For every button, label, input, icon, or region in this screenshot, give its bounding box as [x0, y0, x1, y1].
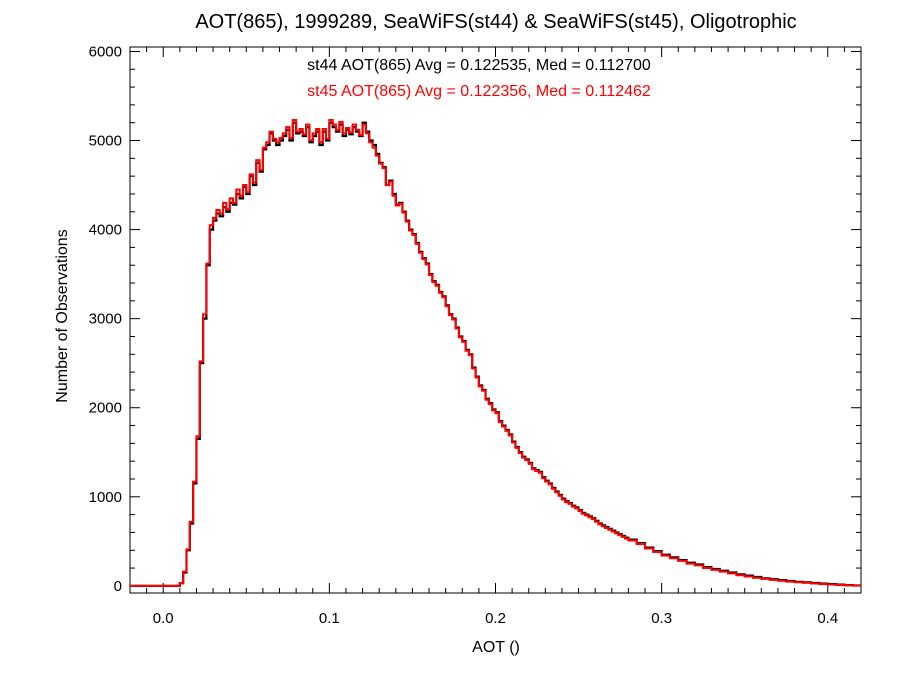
series-st45-line [130, 119, 861, 587]
y-axis-ticks: 0 1000 2000 3000 4000 5000 6000 [89, 43, 861, 595]
annotation-st45: st45 AOT(865) Avg = 0.122356, Med = 0.11… [307, 83, 651, 100]
x-tick-label: 0.1 [319, 610, 340, 627]
y-tick-label: 3000 [89, 311, 122, 328]
annotation-st44: st44 AOT(865) Avg = 0.122535, Med = 0.11… [307, 57, 651, 74]
plot-frame [129, 46, 862, 594]
y-tick-label: 1000 [89, 489, 122, 506]
y-tick-label: 4000 [89, 222, 122, 239]
y-tick-label: 5000 [89, 133, 122, 150]
y-axis-label: Number of Observations [54, 229, 71, 402]
x-tick-label: 0.2 [485, 610, 506, 627]
x-tick-label: 0.0 [153, 610, 174, 627]
y-tick-label: 0 [114, 578, 122, 595]
series-group [130, 119, 861, 587]
x-tick-label: 0.4 [817, 610, 838, 627]
x-axis-label: AOT () [472, 639, 520, 656]
y-tick-label: 6000 [89, 43, 122, 60]
x-axis-ticks: 0.0 0.1 0.2 0.3 0.4 [146, 47, 845, 627]
y-tick-label: 2000 [89, 400, 122, 417]
chart-title: AOT(865), 1999289, SeaWiFS(st44) & SeaWi… [195, 11, 796, 33]
x-tick-label: 0.3 [651, 610, 672, 627]
